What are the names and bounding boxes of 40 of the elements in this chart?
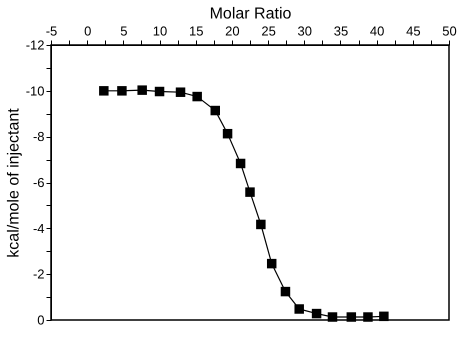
y-tick-label: -2 [32, 266, 44, 282]
point [280, 286, 290, 296]
x-tick-label: 50 [442, 24, 457, 38]
point [379, 312, 389, 322]
point [312, 308, 322, 318]
point [192, 92, 202, 102]
y-axis-title: kcal/mole of injectant [6, 108, 23, 258]
point [154, 86, 164, 96]
y-tick-label: -8 [32, 129, 44, 144]
x-axis-title: Molar Ratio [210, 6, 292, 22]
point [245, 187, 255, 197]
x-tick-label: -5 [46, 24, 58, 38]
x-tick-label: 35 [334, 24, 348, 38]
point [236, 158, 246, 168]
x-tick-label: 5 [120, 24, 128, 38]
y-tick-label: -10 [26, 83, 44, 98]
y-tick-label: 0 [37, 312, 44, 328]
x-tick-label: 45 [406, 24, 421, 38]
x-tick-label: 15 [188, 24, 204, 38]
y-tick-label: -12 [26, 38, 44, 52]
point [210, 106, 220, 116]
y-tick-label: -4 [32, 220, 44, 236]
x-tick-label: 30 [298, 24, 312, 38]
point [363, 312, 373, 322]
x-tick-label: 0 [84, 24, 92, 38]
point [176, 87, 186, 97]
x-tick-label: 40 [370, 24, 384, 38]
point [328, 312, 338, 322]
point [137, 85, 147, 95]
point [294, 304, 304, 314]
point [222, 128, 232, 138]
point [256, 220, 266, 230]
point [117, 86, 127, 96]
y-tick-label: -6 [32, 175, 44, 190]
x-tick-label: 20 [225, 24, 240, 38]
x-tick-label: 25 [261, 24, 276, 38]
point [99, 86, 109, 96]
point [346, 312, 356, 322]
x-tick-label: 10 [152, 24, 168, 38]
point [266, 258, 276, 268]
